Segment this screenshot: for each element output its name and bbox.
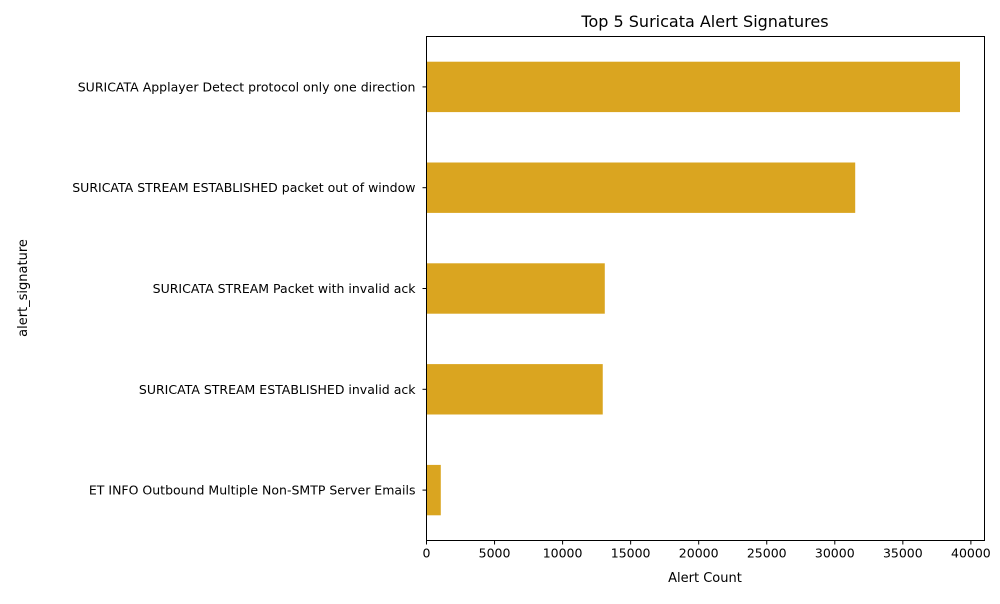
- x-tick-label: 30000: [815, 546, 855, 561]
- y-tick-label: ET INFO Outbound Multiple Non-SMTP Serve…: [89, 483, 416, 498]
- x-axis-label: Alert Count: [668, 571, 742, 586]
- y-tick-label: SURICATA STREAM ESTABLISHED invalid ack: [139, 382, 416, 397]
- x-tick-label: 15000: [611, 546, 651, 561]
- y-axis-label: alert_signature: [16, 239, 31, 337]
- x-tick-label: 35000: [883, 546, 923, 561]
- y-tick-label: SURICATA STREAM ESTABLISHED packet out o…: [72, 180, 415, 195]
- axes-frame: [426, 36, 985, 541]
- x-tick-label: 25000: [747, 546, 787, 561]
- y-tick-label: SURICATA STREAM Packet with invalid ack: [153, 281, 417, 296]
- x-axis-ticks: 0 5000 10000 15000 20000 25000 30000 35000 40000: [423, 540, 991, 561]
- x-tick-label: 5000: [479, 546, 511, 561]
- bar: [426, 263, 605, 314]
- chart-title: Top 5 Suricata Alert Signatures: [580, 12, 828, 31]
- y-tick-label: SURICATA Applayer Detect protocol only o…: [78, 79, 416, 94]
- y-axis-ticks: SURICATA Applayer Detect protocol only o…: [72, 79, 427, 498]
- x-tick-label: 10000: [543, 546, 583, 561]
- x-tick-label: 0: [423, 546, 431, 561]
- bar: [426, 464, 441, 516]
- bar: [426, 364, 603, 415]
- bar: [426, 162, 856, 213]
- x-tick-label: 40000: [951, 546, 991, 561]
- bars-group: [426, 61, 961, 516]
- bar: [426, 61, 961, 113]
- x-tick-label: 20000: [679, 546, 719, 561]
